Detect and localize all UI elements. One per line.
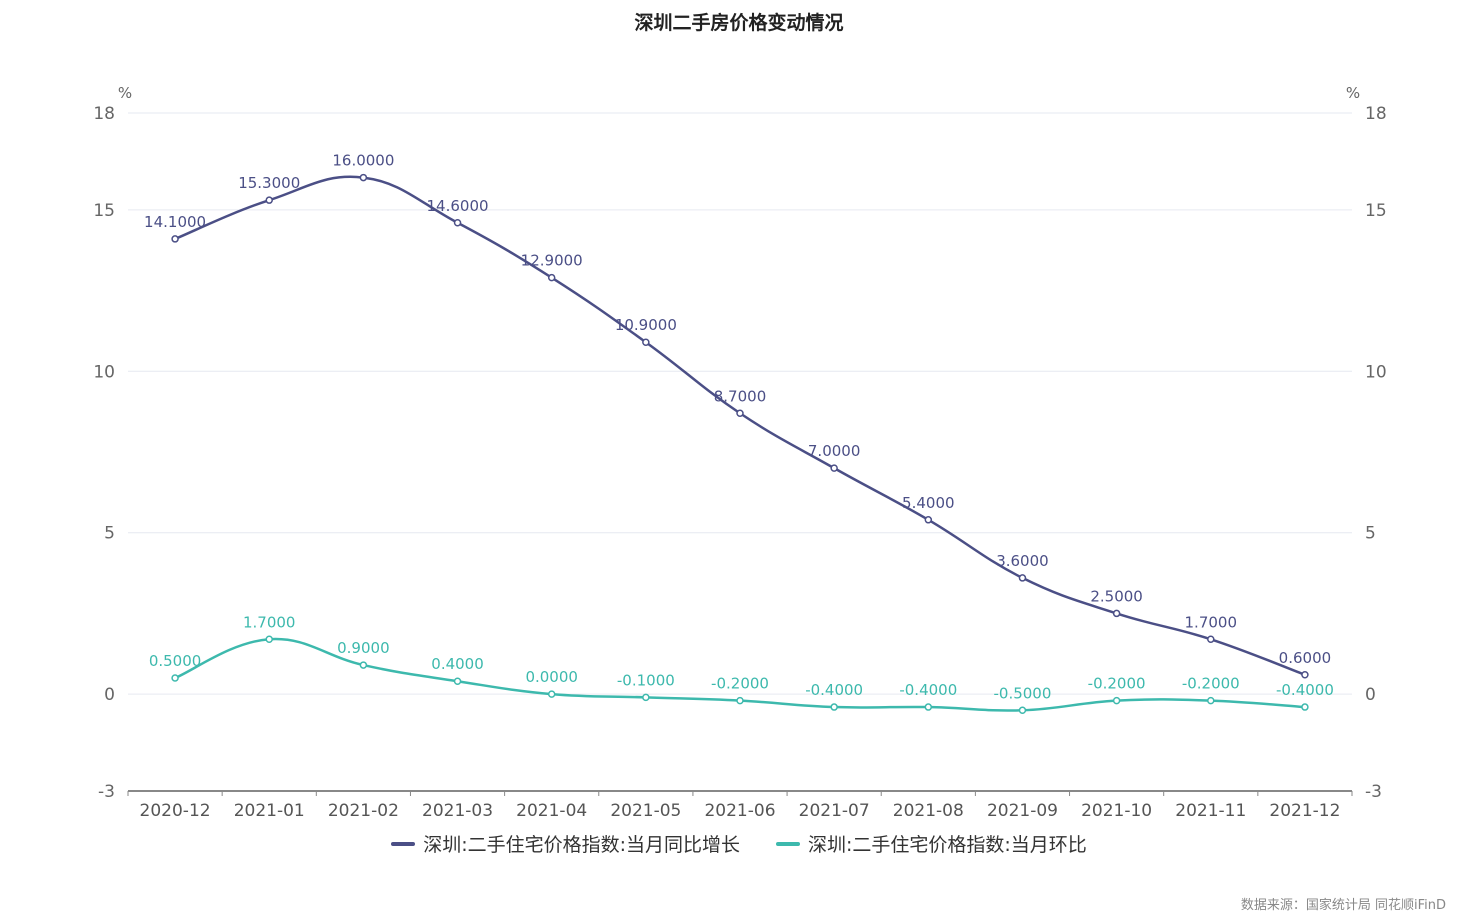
data-label: -0.2000 <box>711 675 769 693</box>
data-label: -0.4000 <box>805 681 863 699</box>
data-point <box>171 674 179 682</box>
y-tick-label-left: 15 <box>93 201 115 221</box>
data-label: -0.2000 <box>1182 675 1240 693</box>
chart-title: 深圳二手房价格变动情况 <box>634 12 844 34</box>
data-label: 15.3000 <box>238 174 300 192</box>
data-label: -0.5000 <box>994 684 1052 702</box>
x-tick-label: 2021-12 <box>1269 801 1340 821</box>
data-point <box>830 703 838 711</box>
data-label: 1.7000 <box>1185 613 1238 631</box>
data-point <box>1301 703 1309 711</box>
data-label: 0.9000 <box>337 639 390 657</box>
data-point <box>171 235 179 243</box>
data-point <box>642 693 650 702</box>
data-label: 0.5000 <box>149 652 202 670</box>
x-tick-label: 2021-03 <box>422 801 493 821</box>
y-tick-label-right: 0 <box>1365 685 1376 705</box>
data-label: 5.4000 <box>902 494 955 512</box>
data-point <box>1207 696 1215 705</box>
data-label: 1.7000 <box>243 613 296 631</box>
data-label: -0.1000 <box>617 671 675 689</box>
data-label: -0.4000 <box>899 681 957 699</box>
x-tick-label: 2021-08 <box>893 801 964 821</box>
x-tick-label: 2021-10 <box>1081 801 1152 821</box>
data-point <box>453 677 462 685</box>
data-label: 10.9000 <box>615 316 677 334</box>
data-label: 0.0000 <box>525 668 578 686</box>
y-tick-label-right: -3 <box>1365 782 1382 802</box>
data-label: 8.7000 <box>714 387 767 405</box>
y-tick-label-left: 10 <box>93 362 115 382</box>
x-tick-label: 2021-07 <box>799 801 870 821</box>
legend-label-series-1: 深圳:二手住宅价格指数:当月同比增长 <box>423 834 740 856</box>
legend-item-series-1[interactable]: 深圳:二手住宅价格指数:当月同比增长 <box>391 830 740 857</box>
data-point <box>736 696 744 705</box>
data-point <box>1112 609 1121 618</box>
data-label: 0.4000 <box>431 655 484 673</box>
data-label: -0.2000 <box>1088 675 1146 693</box>
data-label: 7.0000 <box>808 442 861 460</box>
data-point <box>453 219 462 227</box>
data-label: 0.6000 <box>1279 649 1332 667</box>
y-unit-left: % <box>118 84 132 102</box>
x-tick-label: 2021-06 <box>704 801 775 821</box>
y-tick-label-right: 15 <box>1365 201 1387 221</box>
legend-swatch-series-2 <box>776 841 800 846</box>
data-label: 12.9000 <box>521 252 583 270</box>
x-tick-label: 2021-11 <box>1175 801 1246 821</box>
y-tick-label-left: 18 <box>93 104 115 124</box>
x-tick-label: 2021-01 <box>234 801 305 821</box>
y-tick-label-left: 0 <box>104 685 115 705</box>
legend-swatch-series-1 <box>391 841 416 846</box>
y-tick-label-right: 18 <box>1365 104 1387 124</box>
source-note: 数据来源：国家统计局 同花顺iFinD <box>1240 898 1446 913</box>
data-point <box>547 690 556 698</box>
data-point <box>359 173 368 182</box>
legend: 深圳:二手住宅价格指数:当月同比增长 深圳:二手住宅价格指数:当月环比 <box>0 830 1478 857</box>
data-label: 2.5000 <box>1090 587 1143 605</box>
x-tick-label: 2021-02 <box>328 801 399 821</box>
data-point <box>1301 671 1309 679</box>
x-tick-label: 2021-09 <box>987 801 1058 821</box>
data-label: 14.6000 <box>427 197 489 215</box>
data-point <box>265 196 273 204</box>
y-unit-right: % <box>1346 84 1360 102</box>
data-point <box>1018 574 1027 582</box>
data-point <box>830 464 838 472</box>
y-tick-label-left: -3 <box>98 782 115 802</box>
legend-item-series-2[interactable]: 深圳:二手住宅价格指数:当月环比 <box>776 830 1087 857</box>
data-point <box>642 338 650 346</box>
y-tick-label-right: 5 <box>1365 524 1376 544</box>
data-point <box>924 516 933 524</box>
data-point <box>1207 635 1215 644</box>
legend-label-series-2: 深圳:二手住宅价格指数:当月环比 <box>808 834 1087 856</box>
data-point <box>924 703 933 711</box>
data-label: 16.0000 <box>332 152 394 170</box>
y-tick-label-left: 5 <box>104 524 115 544</box>
data-point <box>736 409 744 418</box>
data-point <box>265 635 273 644</box>
x-tick-label: 2020-12 <box>140 801 211 821</box>
data-label: 3.6000 <box>996 552 1049 570</box>
data-label: -0.4000 <box>1276 681 1334 699</box>
y-tick-label-right: 10 <box>1365 362 1387 382</box>
data-point <box>547 273 556 282</box>
data-point <box>1018 706 1027 715</box>
data-point <box>359 661 368 669</box>
data-point <box>1112 696 1121 705</box>
x-tick-label: 2021-05 <box>610 801 681 821</box>
data-label: 14.1000 <box>144 213 206 231</box>
x-tick-label: 2021-04 <box>516 801 587 821</box>
